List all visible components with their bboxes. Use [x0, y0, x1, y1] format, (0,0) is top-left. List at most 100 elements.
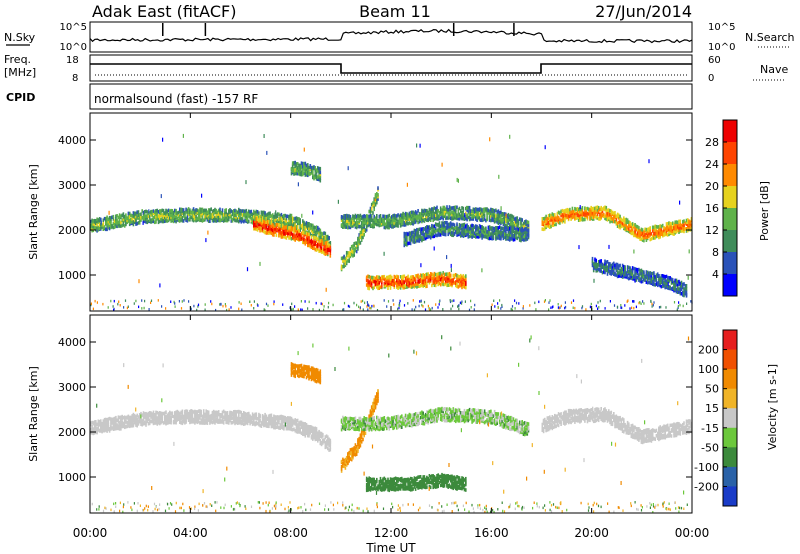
echo-cell [214, 207, 216, 212]
echo-cell [626, 268, 629, 272]
echo-cell [309, 232, 312, 236]
echo-cell [428, 280, 431, 285]
echo-cell [486, 211, 488, 215]
echo-cell [278, 219, 280, 224]
echo-cell [636, 276, 639, 280]
echo-cell [152, 410, 155, 415]
echo-cell [116, 426, 118, 431]
echo-cell [606, 212, 609, 216]
echo-cell [403, 285, 406, 290]
echo-cell [397, 275, 399, 279]
echo-cell [401, 213, 403, 217]
echo-cell [115, 217, 117, 221]
echo-cell [219, 207, 221, 212]
echo-cell [156, 419, 159, 423]
echo-cell [446, 207, 448, 212]
echo-cell [320, 248, 323, 252]
echo-cell [574, 206, 576, 211]
echo-cell [180, 207, 182, 212]
ground-scatter-cell [399, 304, 401, 307]
echo-cell [358, 224, 360, 229]
echo-cell [503, 232, 506, 237]
echo-cell [293, 235, 295, 240]
echo-cell [381, 221, 383, 225]
echo-cell [659, 232, 661, 237]
echo-cell [442, 216, 444, 221]
echo-cell [137, 419, 140, 423]
echo-cell [180, 417, 182, 421]
echo-cell [310, 165, 313, 170]
echo-cell [362, 214, 364, 219]
echo-cell [98, 217, 101, 221]
echo-cell [580, 207, 582, 212]
echo-cell [368, 217, 370, 222]
echo-cell [436, 222, 438, 227]
echo-cell [93, 424, 96, 428]
echo-cell [610, 266, 613, 270]
echo-cell [263, 219, 265, 224]
echo-cell [170, 420, 172, 425]
echo-cell [646, 273, 649, 277]
echo-cell [480, 207, 482, 211]
echo-cell [673, 224, 675, 229]
echo-cell [596, 268, 599, 273]
echo-cell [458, 217, 461, 221]
echo-cell [498, 210, 501, 215]
echo-cell [349, 254, 352, 259]
ground-scatter-cell [181, 300, 183, 303]
echo-cell [403, 274, 406, 279]
echo-cell [209, 414, 211, 419]
echo-cell [369, 211, 372, 215]
echo-cell [424, 233, 427, 237]
echo-cell [376, 219, 378, 223]
echo-cell [176, 415, 179, 419]
echo-cell [387, 225, 389, 230]
echo-cell [246, 218, 249, 222]
echo-cell [639, 237, 641, 241]
echo-cell [402, 279, 404, 284]
echo-cell [177, 210, 180, 215]
echo-cell [211, 416, 214, 421]
echo-cell [542, 217, 545, 221]
echo-cell [128, 220, 131, 225]
echo-cell [674, 229, 676, 234]
echo-cell [97, 421, 100, 426]
echo-cell [302, 164, 304, 169]
ground-scatter-cell [210, 300, 212, 303]
echo-cell [462, 228, 465, 232]
echo-cell [352, 254, 354, 258]
echo-cell [288, 218, 290, 223]
echo-cell [589, 210, 591, 215]
echo-cell [610, 270, 613, 275]
echo-cell [315, 239, 318, 244]
echo-cell [656, 272, 659, 276]
echo-cell [654, 228, 656, 232]
ground-scatter-cell [219, 303, 221, 306]
echo-cell [354, 246, 357, 251]
echo-cell [418, 214, 421, 219]
echo-cell [520, 232, 522, 237]
echo-cell [505, 225, 507, 230]
echo-cell [444, 277, 447, 281]
echo-cell [120, 418, 122, 422]
echo-cell [515, 227, 517, 232]
echo-cell [577, 218, 580, 222]
echo-cell [132, 412, 135, 417]
ground-scatter-cell [660, 305, 662, 309]
echo-cell [516, 226, 518, 231]
echo-cell [521, 218, 523, 222]
echo-cell [217, 216, 220, 220]
echo-cell [243, 211, 245, 216]
echo-cell [191, 216, 194, 221]
echo-cell [112, 217, 115, 221]
echo-cell [656, 281, 659, 285]
echo-cell [399, 213, 402, 217]
echo-cell [633, 223, 635, 228]
echo-cell [436, 233, 438, 238]
echo-cell [675, 280, 678, 285]
echo-cell [253, 223, 255, 228]
echo-cell [360, 215, 363, 219]
ground-scatter-cell [392, 299, 394, 302]
echo-cell [444, 220, 447, 225]
echo-cell [438, 230, 441, 235]
